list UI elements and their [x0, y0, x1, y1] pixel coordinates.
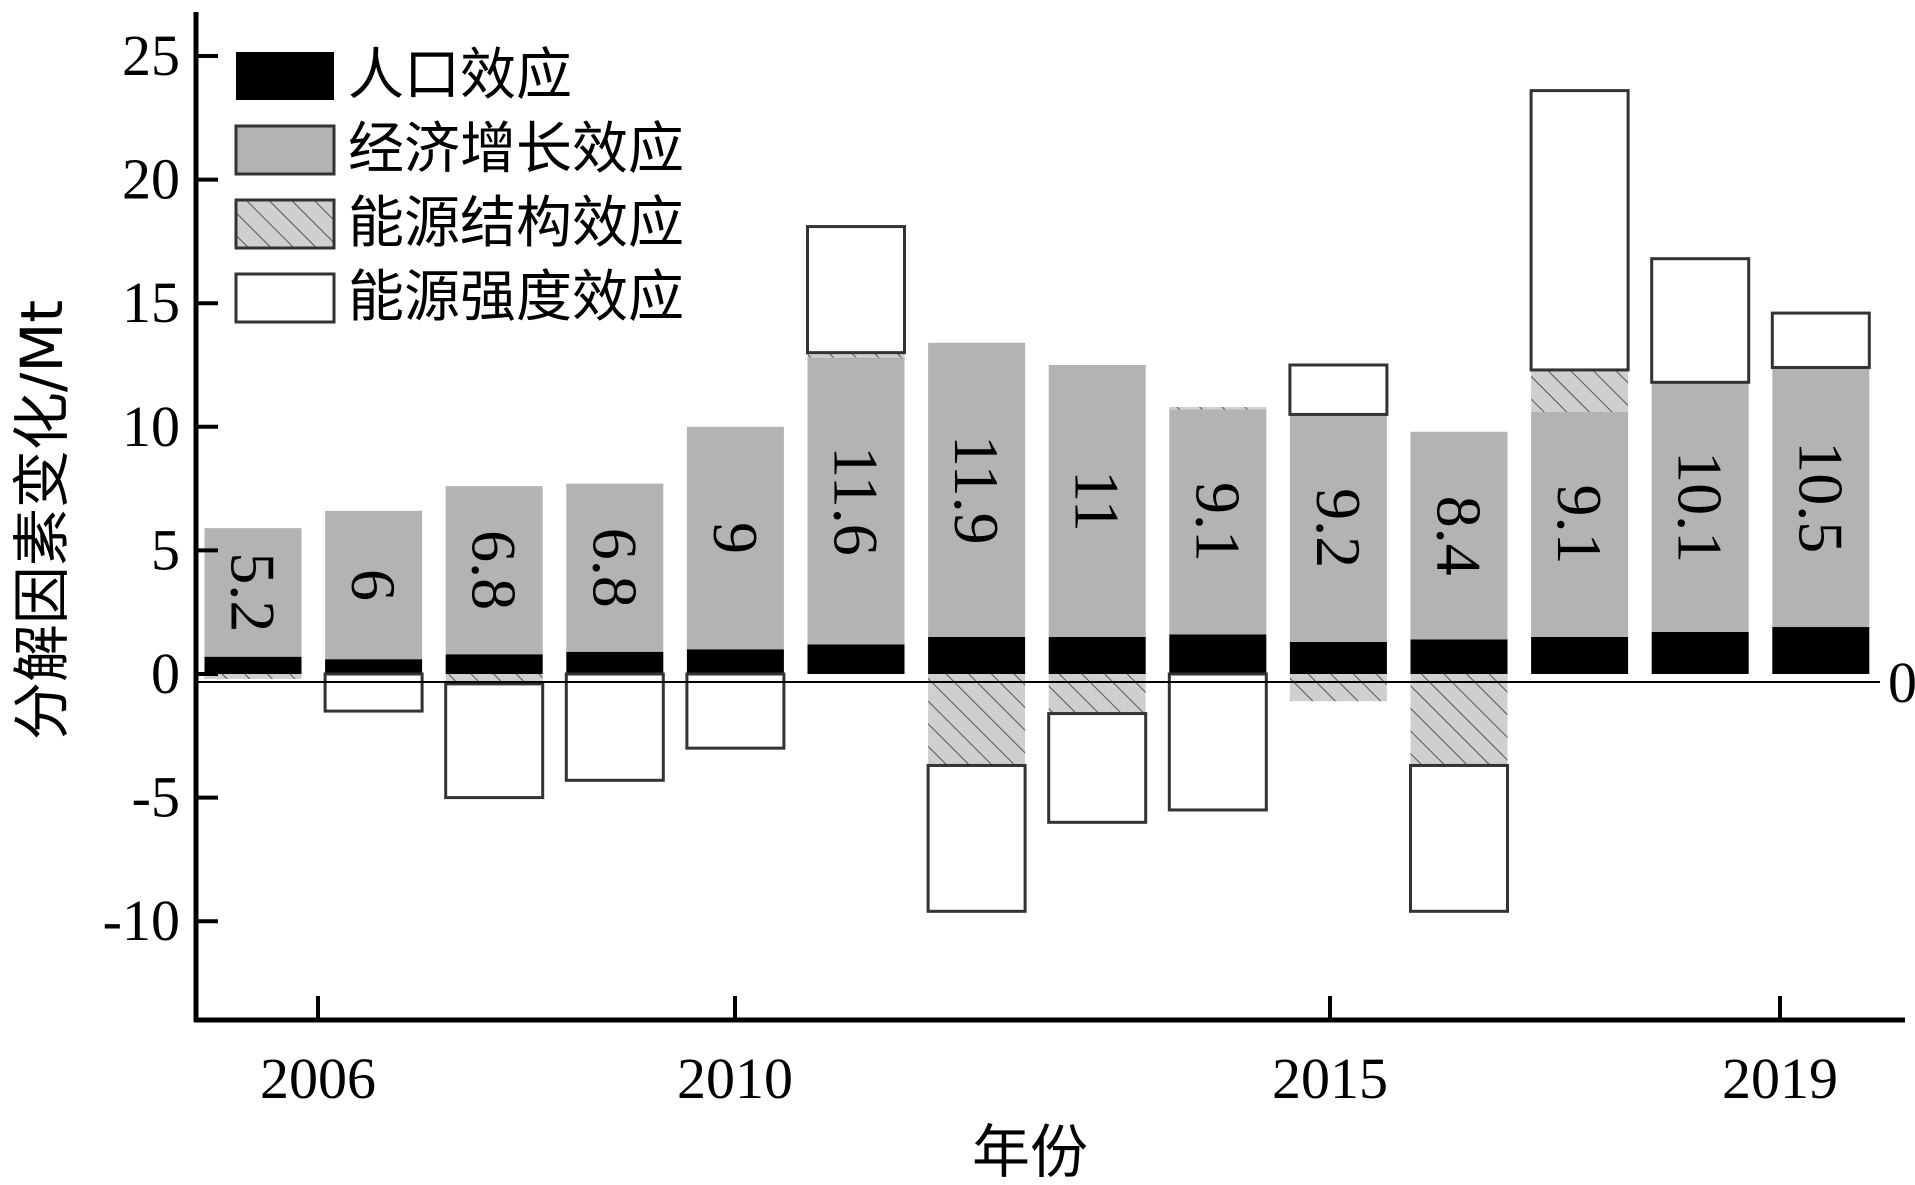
legend-label-1: 经济增长效应	[348, 117, 684, 182]
y-tick-label-5: 5	[151, 517, 180, 582]
bar-2015-series-0	[1289, 641, 1387, 674]
bar-2007-series-0	[325, 659, 423, 674]
legend-swatch-3	[234, 272, 336, 324]
y-tick-label-20: 20	[122, 147, 180, 212]
bar-2019-series-1	[1772, 367, 1870, 628]
legend-label-2: 能源结构效应	[348, 191, 684, 256]
value-label-2008: 6.8	[459, 530, 530, 610]
bar-2013-series-2	[1048, 674, 1146, 714]
bar-2014-series-2	[1169, 407, 1267, 410]
value-label-2006: 5.2	[218, 552, 289, 632]
bar-2017-series-3	[1529, 89, 1630, 372]
bar-2017-series-1	[1531, 411, 1629, 637]
bar-2016-series-3	[1409, 763, 1509, 913]
bar-2012-series-3	[926, 763, 1027, 913]
x-tick-label-2015: 2015	[1272, 1046, 1388, 1111]
x-tick-label-2006: 2006	[260, 1046, 376, 1111]
bar-2008-series-2	[445, 674, 543, 684]
bar-2012-series-0	[928, 636, 1026, 674]
bar-2016-series-2	[1410, 674, 1508, 766]
bar-2017-series-2	[1531, 369, 1629, 412]
bar-2019-series-0	[1772, 627, 1870, 674]
bar-2013-series-1	[1048, 365, 1146, 637]
y-tick-label-10: 10	[122, 394, 180, 459]
bar-2014-series-1	[1169, 409, 1267, 635]
value-label-2007: 6	[338, 569, 409, 601]
legend-swatch-1	[234, 124, 336, 176]
x-tick-label-2010: 2010	[677, 1046, 793, 1111]
y-axis-title: 分解因素变化/Mt	[8, 300, 76, 740]
bar-2007-series-1	[325, 510, 423, 660]
zero-reference-label: 0	[1888, 650, 1915, 715]
bar-2015-series-2	[1289, 674, 1387, 702]
bar-2011-series-0	[807, 644, 905, 674]
bar-2018-series-0	[1651, 631, 1749, 674]
value-label-2012: 11.9	[941, 435, 1012, 545]
bar-2012-series-2	[928, 674, 1026, 766]
bar-2009-series-0	[566, 651, 664, 674]
value-label-2010: 9	[700, 522, 771, 554]
bar-2013-series-0	[1048, 636, 1146, 674]
bar-2010-series-0	[686, 649, 784, 674]
y-tick-label--5: -5	[132, 765, 180, 830]
value-labels-layer: 5.2 6 6.8 6.8 9 11.6 11.9 11 9.1 9.2 8.4 9.1 10.1 10.…	[218, 435, 1857, 632]
bar-2011-series-2	[807, 352, 905, 358]
bar-2011-series-3	[806, 225, 906, 355]
x-ticks-layer: 2006 2010 2015 2019	[260, 996, 1838, 1111]
value-label-2017: 9.1	[1544, 484, 1615, 564]
bar-2010-series-3	[685, 672, 786, 750]
y-tick-label-15: 15	[122, 270, 180, 335]
legend-label-0: 人口效应	[348, 43, 572, 108]
bar-2018-series-3	[1650, 257, 1751, 384]
bar-2006-series-2	[204, 674, 302, 679]
bar-2016-series-1	[1410, 431, 1508, 640]
bar-2014-series-3	[1167, 672, 1268, 812]
bar-2017-series-0	[1531, 636, 1629, 674]
bar-2007-series-3	[323, 672, 424, 713]
bar-2016-series-0	[1410, 639, 1508, 674]
value-label-2019: 10.5	[1785, 441, 1856, 553]
bar-2018-series-1	[1651, 382, 1749, 632]
bar-2014-series-0	[1169, 634, 1267, 674]
bar-2006-series-0	[204, 656, 302, 674]
bar-2015-series-1	[1289, 414, 1387, 642]
bar-2011-series-1	[807, 357, 905, 645]
legend-label-3: 能源强度效应	[348, 265, 684, 330]
bars-layer	[204, 89, 1871, 913]
value-label-2011: 11.6	[821, 446, 892, 556]
bar-2013-series-3	[1047, 712, 1148, 824]
value-label-2013: 11	[1062, 470, 1133, 532]
value-label-2016: 8.4	[1424, 496, 1495, 576]
y-tick-label-25: 25	[122, 23, 180, 88]
x-axis-title: 年份	[972, 1118, 1088, 1185]
value-label-2018: 10.1	[1665, 451, 1736, 563]
bar-2008-series-1	[445, 486, 543, 655]
bar-2008-series-0	[445, 654, 543, 674]
bar-2012-series-1	[928, 342, 1026, 637]
value-label-2009: 6.8	[579, 528, 650, 608]
y-tick-label-0: 0	[151, 641, 180, 706]
legend-swatch-0	[236, 52, 334, 100]
bar-2010-series-1	[686, 426, 784, 650]
value-label-2015: 9.2	[1303, 488, 1374, 568]
bar-2006-series-1	[204, 528, 302, 657]
bar-2009-series-3	[564, 672, 665, 782]
value-label-2014: 9.1	[1182, 482, 1253, 562]
bar-2019-series-3	[1770, 311, 1871, 369]
bar-2009-series-1	[566, 483, 664, 652]
legend-swatch-2	[234, 198, 336, 250]
y-tick-label--10: -10	[103, 888, 180, 953]
y-ticks-layer: -10 -5 0 5 10 15 20 25	[103, 23, 218, 953]
bar-2008-series-3	[444, 682, 545, 800]
bar-2015-series-3	[1288, 363, 1389, 416]
x-tick-label-2019: 2019	[1722, 1046, 1838, 1111]
